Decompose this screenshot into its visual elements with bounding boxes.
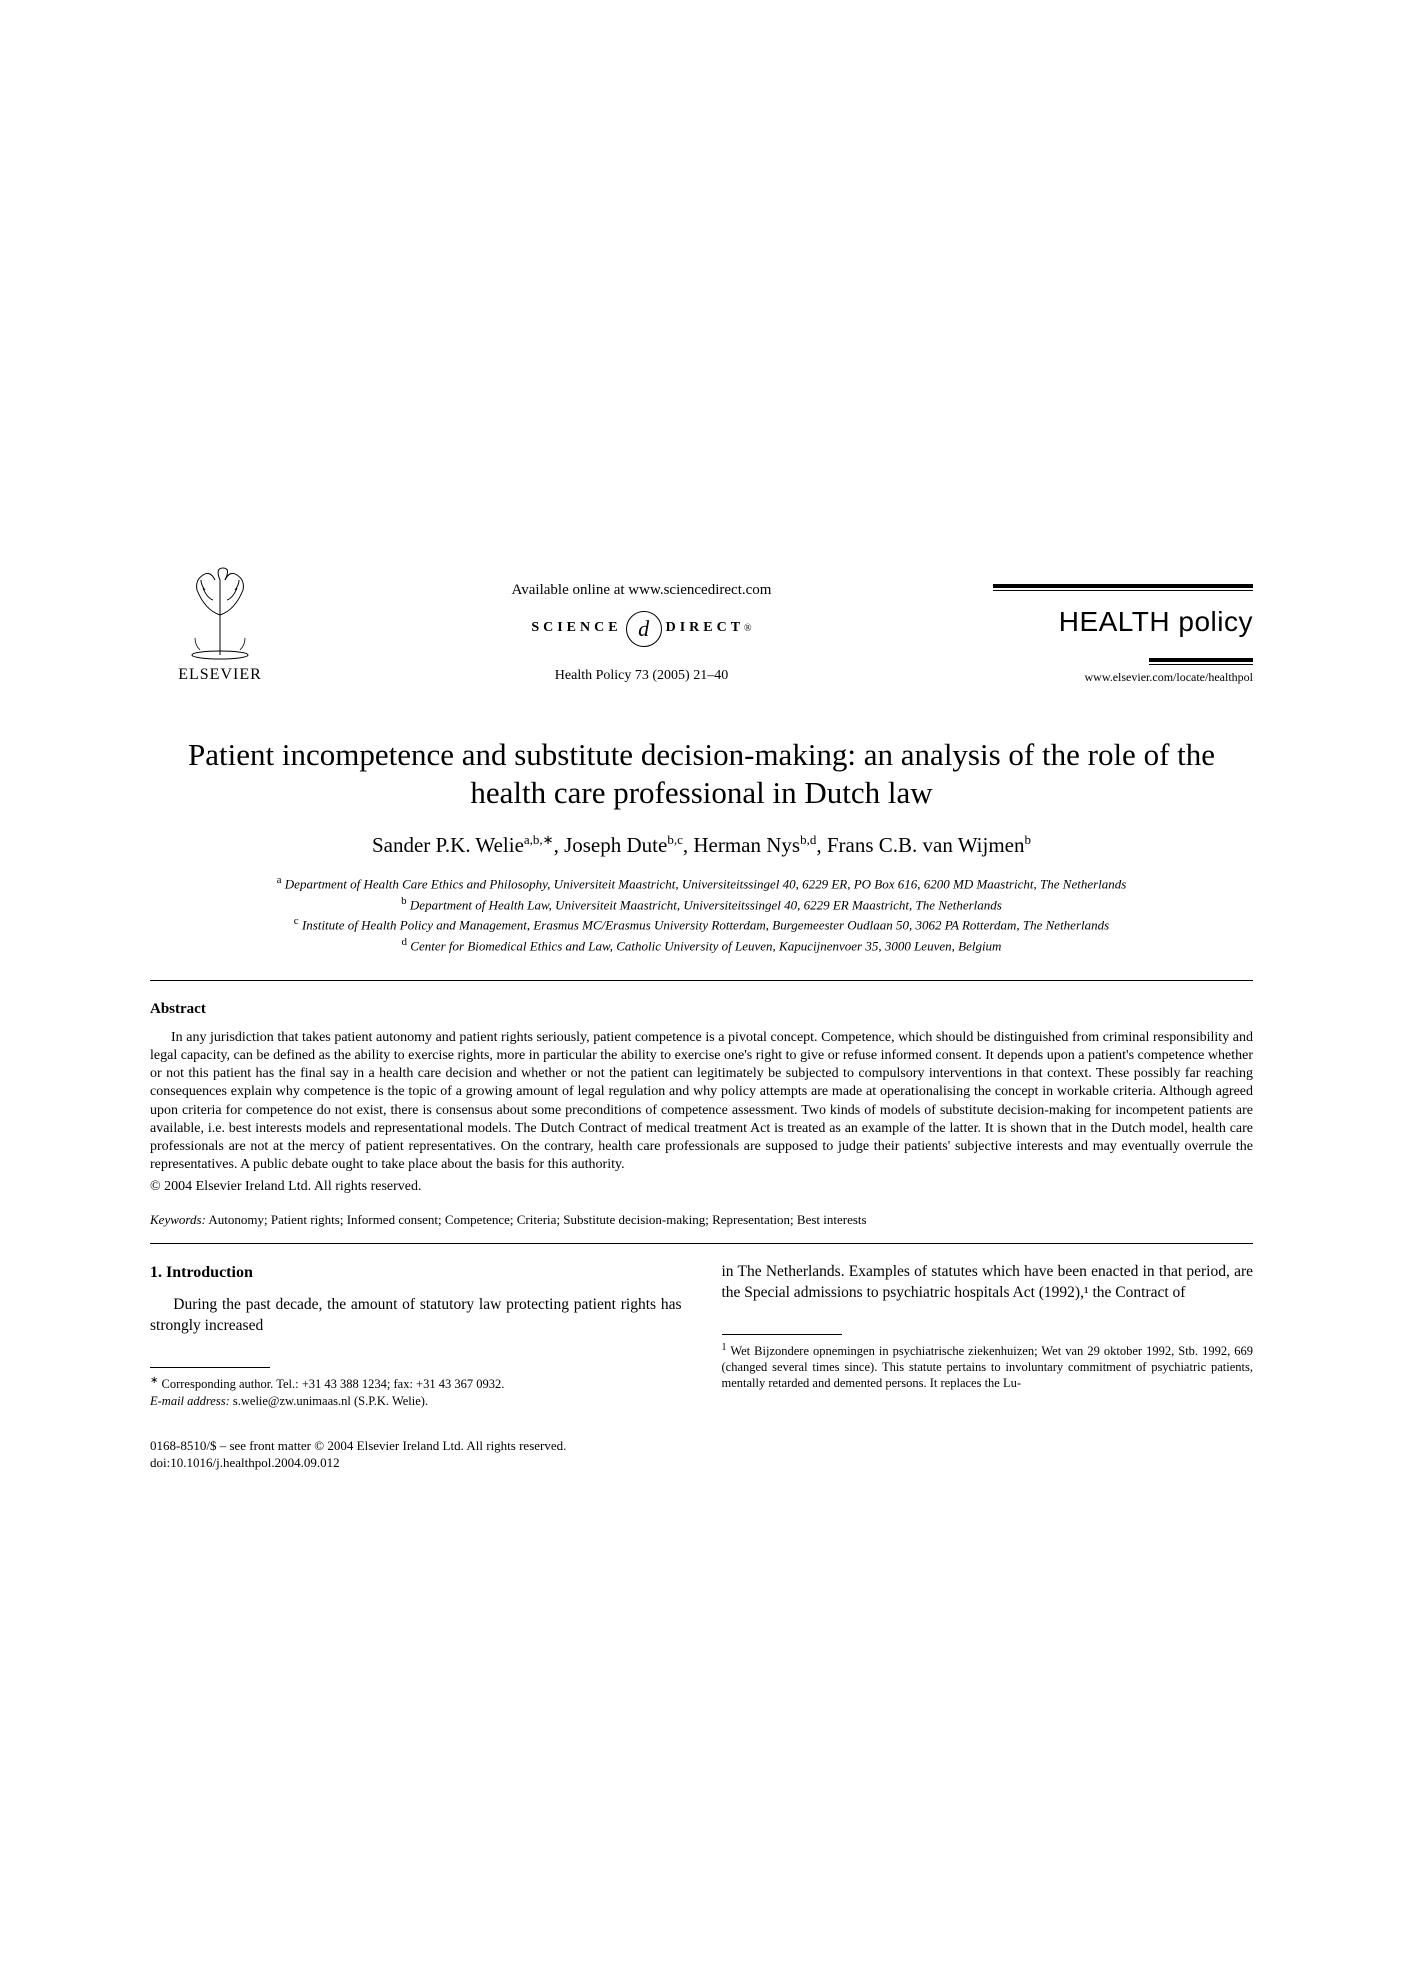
- front-matter-line: 0168-8510/$ – see front matter © 2004 El…: [150, 1437, 1253, 1455]
- corresponding-author-footnote: ∗ Corresponding author. Tel.: +31 43 388…: [150, 1374, 682, 1409]
- elsevier-name: ELSEVIER: [178, 664, 262, 686]
- elsevier-logo-block: ELSEVIER: [150, 560, 290, 686]
- authors: Sander P.K. Weliea,b,∗, Joseph Duteb,c, …: [150, 831, 1253, 859]
- corr-marker: ∗: [150, 1375, 158, 1386]
- footnote-rule-left: [150, 1367, 270, 1368]
- article-title: Patient incompetence and substitute deci…: [150, 736, 1253, 814]
- header-center: Available online at www.sciencedirect.co…: [290, 580, 993, 685]
- abstract-copyright: © 2004 Elsevier Ireland Ltd. All rights …: [150, 1178, 1253, 1197]
- footnote-1-marker: 1: [722, 1342, 727, 1353]
- abstract-body: In any jurisdiction that takes patient a…: [150, 1029, 1253, 1175]
- keywords-label: Keywords:: [150, 1212, 206, 1227]
- brand-rule-top-thin: [993, 590, 1253, 591]
- elsevier-tree-icon: [175, 560, 265, 660]
- sd-registered-mark: ®: [744, 622, 752, 636]
- footnote-rule-right: [722, 1334, 842, 1335]
- intro-para-right: in The Netherlands. Examples of statutes…: [722, 1262, 1254, 1304]
- affiliations: a Department of Health Care Ethics and P…: [150, 873, 1253, 955]
- sd-direct-text: DIRECT: [666, 619, 744, 638]
- section-1-heading: 1. Introduction: [150, 1262, 682, 1284]
- journal-name-part1: HEALTH: [1059, 606, 1170, 637]
- doi-line: doi:10.1016/j.healthpol.2004.09.012: [150, 1454, 1253, 1472]
- corr-text: Corresponding author. Tel.: +31 43 388 1…: [162, 1377, 505, 1391]
- journal-brand-block: HEALTH policy www.elsevier.com/locate/he…: [993, 584, 1253, 686]
- rule-below-keywords: [150, 1243, 1253, 1244]
- email-label: E-mail address:: [150, 1394, 230, 1408]
- sd-science-text: SCIENCE: [531, 619, 621, 638]
- header-row: ELSEVIER Available online at www.science…: [150, 560, 1253, 686]
- sciencedirect-logo: SCIENCE d DIRECT ®: [531, 611, 751, 647]
- rule-above-abstract: [150, 980, 1253, 981]
- footnote-1-text: Wet Bijzondere opnemingen in psychiatris…: [722, 1344, 1254, 1391]
- email-text: s.welie@zw.unimaas.nl (S.P.K. Welie).: [233, 1394, 428, 1408]
- body-columns: 1. Introduction During the past decade, …: [150, 1262, 1253, 1409]
- brand-rule-top-thick: [993, 584, 1253, 588]
- keywords: Keywords: Autonomy; Patient rights; Info…: [150, 1211, 1253, 1229]
- journal-reference: Health Policy 73 (2005) 21–40: [555, 667, 728, 686]
- keywords-text: Autonomy; Patient rights; Informed conse…: [208, 1212, 866, 1227]
- bottom-metadata: 0168-8510/$ – see front matter © 2004 El…: [150, 1437, 1253, 1472]
- abstract-heading: Abstract: [150, 999, 1253, 1019]
- column-left: 1. Introduction During the past decade, …: [150, 1262, 682, 1409]
- intro-para-left: During the past decade, the amount of st…: [150, 1295, 682, 1337]
- column-right: in The Netherlands. Examples of statutes…: [722, 1262, 1254, 1409]
- brand-rule-bottom-thick: [1149, 658, 1253, 662]
- available-online-text: Available online at www.sciencedirect.co…: [512, 580, 772, 600]
- journal-name: HEALTH policy: [993, 603, 1253, 641]
- journal-url: www.elsevier.com/locate/healthpol: [1085, 669, 1254, 685]
- brand-rule-bottom-thin: [1149, 664, 1253, 665]
- journal-name-part2: policy: [1178, 606, 1253, 637]
- footnote-1: 1 Wet Bijzondere opnemingen in psychiatr…: [722, 1341, 1254, 1392]
- sd-at-icon: d: [626, 611, 662, 647]
